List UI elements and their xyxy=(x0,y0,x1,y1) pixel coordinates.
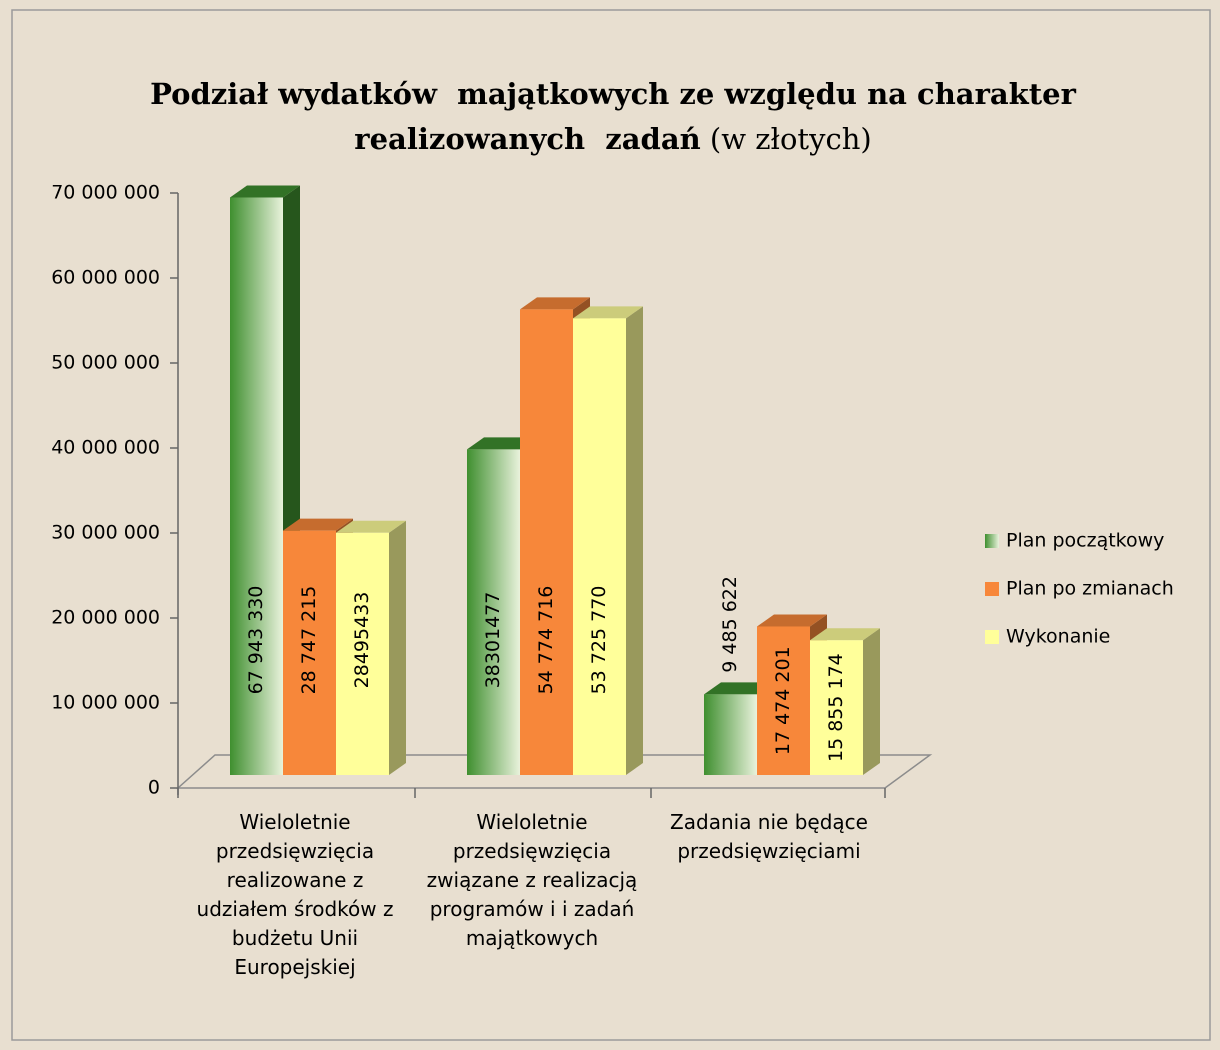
bar-side xyxy=(863,628,880,775)
y-tick-label: 10 000 000 xyxy=(51,692,160,714)
bar-top xyxy=(810,628,880,641)
x-tick-label: Wieloletnie przedsięwzięcia realizowane … xyxy=(196,810,394,979)
bar xyxy=(336,532,389,775)
y-tick-label: 50 000 000 xyxy=(51,352,160,374)
title: realizowanych zadań xyxy=(354,122,700,156)
bar-top xyxy=(467,437,537,450)
legend-swatch xyxy=(985,582,999,596)
value-label: 15 855 174 xyxy=(825,653,847,762)
bar-top xyxy=(283,518,353,531)
bar xyxy=(704,694,757,775)
legend-swatch xyxy=(985,630,999,644)
y-tick-label: 70 000 000 xyxy=(51,182,160,204)
value-label: 67 943 330 xyxy=(245,586,267,695)
bar-side xyxy=(389,520,406,775)
y-tick-label: 0 xyxy=(148,777,160,799)
bar-top xyxy=(757,614,827,627)
bar xyxy=(467,449,520,775)
legend-swatch xyxy=(985,534,999,548)
bar xyxy=(283,530,336,775)
bar-top xyxy=(520,297,590,310)
chart-title: Podział wydatków majątkowych ze względu … xyxy=(150,77,1076,111)
legend-label: Wykonanie xyxy=(1006,626,1110,648)
bar-side xyxy=(626,306,643,775)
chart-title-2: realizowanych zadań (w złotych) xyxy=(354,122,871,156)
value-label: 28 747 215 xyxy=(298,586,320,695)
bar xyxy=(757,626,810,775)
bar-top xyxy=(336,520,406,533)
bar xyxy=(810,640,863,775)
value-label: 9 485 622 xyxy=(719,576,741,673)
y-tick-label: 30 000 000 xyxy=(51,522,160,544)
chart-border xyxy=(11,9,1211,1041)
y-tick-label: 60 000 000 xyxy=(51,267,160,289)
value-label: 53 725 770 xyxy=(588,586,610,695)
bar-top xyxy=(230,185,300,198)
x-tick-label: Zadania nie będące przedsięwzięciami xyxy=(670,810,868,863)
bar-top xyxy=(704,682,774,695)
floor xyxy=(176,754,933,789)
title: Podział wydatków majątkowych ze względu … xyxy=(150,77,1076,111)
value-label: 54 774 716 xyxy=(535,586,557,695)
value-label: 38301477 xyxy=(482,592,504,689)
bar xyxy=(520,309,573,775)
bar-top xyxy=(573,306,643,319)
bar xyxy=(573,318,626,775)
legend-label: Plan początkowy xyxy=(1006,530,1164,552)
value-label: 28495433 xyxy=(351,592,373,689)
title-unit: (w złotych) xyxy=(710,122,872,156)
y-tick-label: 40 000 000 xyxy=(51,437,160,459)
x-tick-label: Wieloletnie przedsięwzięcia związane z r… xyxy=(426,810,638,950)
value-label: 17 474 201 xyxy=(772,646,794,755)
bar xyxy=(230,197,283,775)
y-tick-label: 20 000 000 xyxy=(51,607,160,629)
legend-label: Plan po zmianach xyxy=(1006,578,1174,600)
